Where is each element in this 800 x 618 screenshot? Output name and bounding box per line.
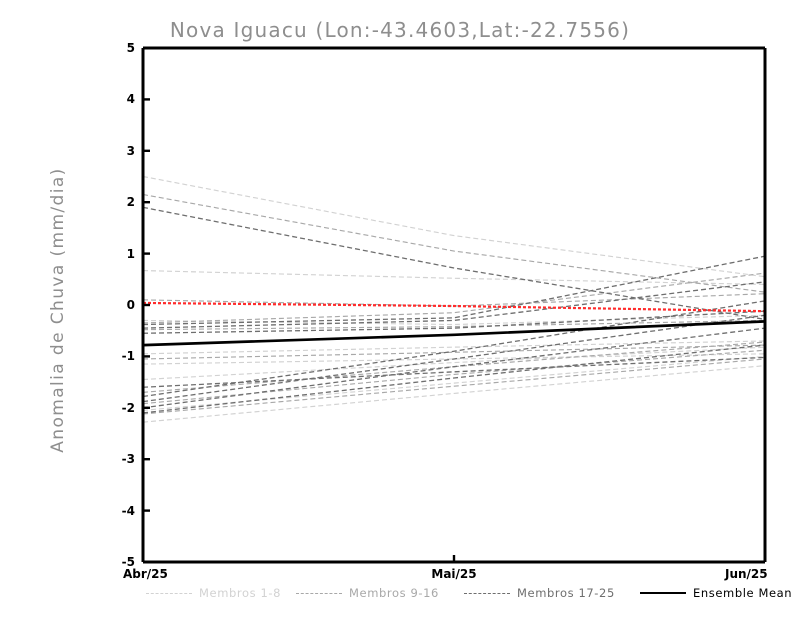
- series-layer: [142, 175, 766, 423]
- y-tick-label--3: -3: [121, 452, 135, 467]
- series-line-member-17: [142, 206, 766, 321]
- legend-swatch-line-icon: [464, 592, 510, 594]
- legend-item-4[interactable]: Ensemble Mean: [640, 586, 792, 600]
- x-tick-label-1: Mai/25: [431, 567, 477, 581]
- chart-title: Nova Iguacu (Lon:-43.4603,Lat:-22.7556): [169, 18, 631, 42]
- series-line-member-7: [142, 355, 766, 411]
- axis-ticks-layer: [141, 46, 767, 564]
- x-tick-label-2: Jun/25: [725, 567, 768, 581]
- series-line-member-16: [142, 358, 766, 415]
- legend-label: Membros 17-25: [517, 586, 615, 600]
- legend-label: Ensemble Mean: [693, 586, 793, 600]
- series-line-member-19: [142, 281, 766, 329]
- chart-legend: Membros 1-8 Membros 9-16 Membros 17-25 Ense…: [0, 586, 800, 608]
- zero-reference-layer: [142, 301, 766, 313]
- series-line-member-24: [142, 344, 766, 414]
- series-line-member-1: [142, 175, 766, 278]
- y-tick-label--2: -2: [121, 400, 135, 415]
- series-line-member-22: [142, 314, 766, 403]
- zero-reference-line: [142, 301, 766, 313]
- legend-item-2[interactable]: Membros 9-16: [296, 586, 439, 600]
- y-tick-label-1: 1: [126, 246, 135, 261]
- ensemble-mean-layer: [142, 320, 766, 347]
- ensemble-mean-line: [142, 320, 766, 347]
- legend-swatch-line-icon: [640, 592, 686, 594]
- legend-label: Membros 1-8: [199, 586, 282, 600]
- x-tick-label-0: Abr/25: [123, 567, 168, 581]
- series-line-member-2: [142, 269, 766, 286]
- legend-swatch-line-icon: [296, 592, 342, 594]
- y-tick-label--4: -4: [121, 503, 135, 518]
- y-tick-label-3: 3: [126, 143, 135, 158]
- y-tick-label--1: -1: [121, 349, 135, 364]
- series-line-member-23: [142, 327, 766, 409]
- y-tick-label-5: 5: [126, 41, 135, 55]
- series-line-member-8: [142, 365, 766, 423]
- legend-item-1[interactable]: Membros 1-8: [146, 586, 281, 600]
- series-line-member-9: [142, 193, 766, 293]
- series-line-member-11: [142, 272, 766, 324]
- series-line-member-21: [142, 300, 766, 398]
- y-tick-label-4: 4: [126, 92, 135, 107]
- y-tick-label-2: 2: [126, 195, 135, 210]
- y-tick-label--5: -5: [121, 555, 135, 569]
- legend-label: Membros 9-16: [349, 586, 439, 600]
- legend-item-3[interactable]: Membros 17-25: [464, 586, 615, 600]
- y-tick-label-0: 0: [126, 298, 135, 312]
- series-line-member-15: [142, 349, 766, 405]
- series-line-member-18: [142, 255, 766, 326]
- legend-swatch-line-icon: [146, 592, 192, 594]
